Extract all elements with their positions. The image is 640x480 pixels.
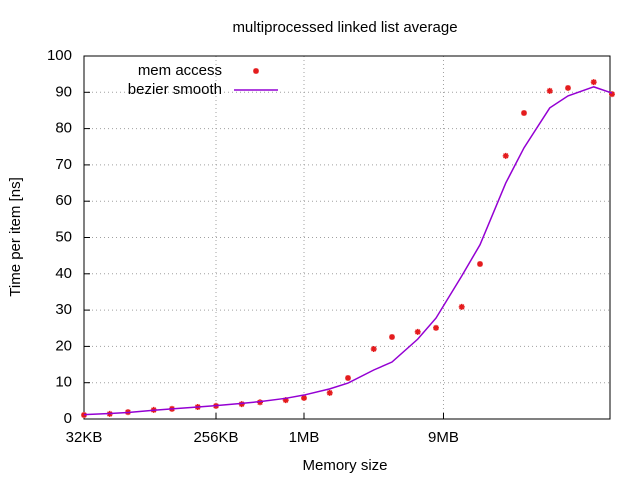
data-point (81, 412, 87, 419)
y-tick-label: 70 (55, 156, 72, 173)
data-point (609, 91, 615, 98)
y-tick-label: 10 (55, 374, 72, 391)
y-tick-label: 90 (55, 83, 72, 100)
data-point (389, 333, 395, 340)
plot-frame (83, 55, 611, 420)
legend-swatch (253, 68, 259, 74)
y-tick-label: 0 (64, 410, 72, 427)
x-axis-label: Memory size (302, 457, 387, 474)
y-axis-label: Time per item [ns] (7, 177, 24, 296)
data-point (521, 109, 527, 116)
y-tick-label: 60 (55, 192, 72, 209)
data-point (546, 87, 553, 94)
legend-label: mem access (138, 62, 222, 79)
data-point (565, 84, 571, 91)
data-point (433, 324, 439, 331)
data-point (458, 303, 465, 310)
y-tick-label: 100 (47, 47, 72, 64)
data-point (414, 328, 421, 335)
data-point (590, 79, 597, 86)
data-point (370, 345, 377, 352)
legend-label: bezier smooth (128, 81, 222, 98)
chart-title: multiprocessed linked list average (232, 19, 457, 36)
y-tick-label: 20 (55, 337, 72, 354)
data-point (301, 394, 307, 401)
data-point (282, 397, 289, 404)
data-point (345, 374, 351, 381)
x-tick-label: 32KB (66, 429, 103, 446)
data-point (502, 152, 509, 159)
data-point (477, 260, 483, 267)
x-tick-label: 1MB (289, 429, 320, 446)
y-tick-label: 40 (55, 265, 72, 282)
data-line (83, 86, 613, 416)
x-tick-label: 256KB (193, 429, 238, 446)
y-tick-label: 50 (55, 228, 72, 245)
y-tick-label: 30 (55, 301, 72, 318)
data-point (326, 389, 333, 396)
x-tick-label: 9MB (428, 429, 459, 446)
y-tick-label: 80 (55, 120, 72, 137)
